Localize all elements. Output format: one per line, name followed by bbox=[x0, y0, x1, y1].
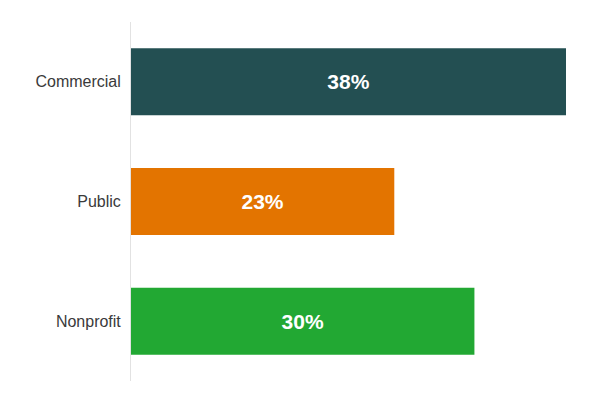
svg-text:Commercial: Commercial bbox=[35, 73, 120, 90]
svg-text:23%: 23% bbox=[241, 190, 283, 213]
svg-text:Nonprofit: Nonprofit bbox=[56, 313, 121, 330]
svg-text:30%: 30% bbox=[282, 310, 324, 333]
svg-text:38%: 38% bbox=[327, 70, 369, 93]
svg-text:Public: Public bbox=[77, 193, 121, 210]
